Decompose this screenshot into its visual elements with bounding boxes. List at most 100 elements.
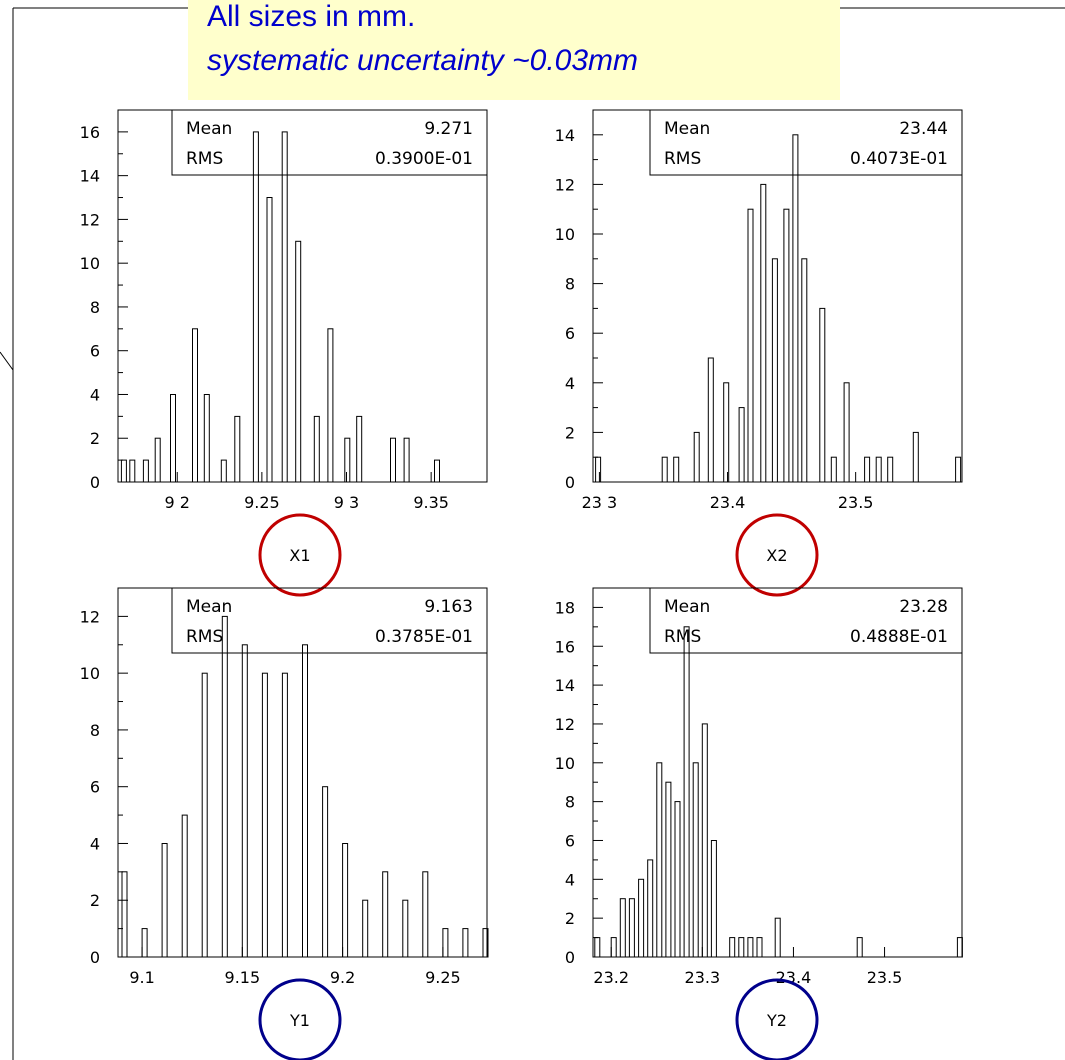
y-tick-label: 0 [90, 473, 100, 492]
stats-box [649, 109, 963, 176]
histogram-bar [266, 197, 273, 483]
histogram-bar [747, 208, 754, 483]
y-tick-label: 4 [565, 374, 575, 393]
label-circle [258, 513, 342, 597]
histogram-bar [801, 258, 808, 483]
y-tick-label: 12 [80, 607, 100, 626]
y-tick-label: 12 [555, 715, 575, 734]
y-tick-label: 8 [90, 721, 100, 740]
stats-mean-label: Mean [186, 119, 232, 139]
histogram-label: Y2 [766, 1011, 787, 1030]
x-tick-label: 9.1 [129, 968, 154, 987]
x-tick-label: 9.15 [225, 968, 261, 987]
histogram-bar [856, 937, 863, 958]
histogram-label: X1 [289, 546, 310, 565]
histogram-bar [771, 258, 778, 483]
histogram-bar [342, 843, 349, 958]
stats-rms-label: RMS [186, 627, 223, 647]
histogram-bar [955, 456, 962, 483]
histogram-bar [170, 394, 176, 483]
histogram-bar [819, 307, 826, 483]
histogram-bar [628, 898, 635, 958]
label-circle [735, 978, 819, 1060]
stats-mean-value: 23.44 [899, 119, 948, 139]
stats-box [649, 587, 963, 654]
histogram-bar [638, 878, 645, 958]
histogram-bar [693, 431, 700, 483]
histogram-bar [390, 437, 396, 483]
y-tick-label: 8 [565, 275, 575, 294]
histogram-bar [665, 781, 672, 958]
histogram-bar [683, 626, 690, 958]
y-tick-label: 2 [565, 909, 575, 928]
histogram-bar [792, 134, 799, 483]
y-tick-label: 12 [555, 175, 575, 194]
y-tick-label: 2 [90, 891, 100, 910]
stats-rms-label: RMS [664, 627, 701, 647]
y-tick-label: 10 [555, 754, 575, 773]
stats-rms-label: RMS [664, 149, 701, 169]
histogram-bar [738, 407, 745, 483]
y-tick-label: 0 [565, 948, 575, 967]
histogram-bar [875, 456, 882, 483]
x-tick-label: 23 3 [582, 493, 618, 512]
y-tick-label: 6 [90, 778, 100, 797]
stats-rms-label: RMS [186, 149, 223, 169]
stats-mean-label: Mean [664, 119, 710, 139]
y-tick-label: 8 [90, 298, 100, 317]
histogram-bar [313, 415, 320, 483]
stats-rms-value: 0.4888E-01 [850, 627, 948, 647]
y-tick-label: 10 [80, 254, 100, 273]
label-circle [258, 978, 342, 1060]
stats-mean-label: Mean [664, 597, 710, 617]
histogram-bar [843, 382, 850, 483]
y-tick-label: 10 [80, 664, 100, 683]
x-tick-label: 23.2 [593, 968, 629, 987]
histogram-bar [220, 459, 227, 483]
stats-mean-value: 23.28 [899, 597, 948, 617]
histogram-bar [422, 871, 429, 958]
x-tick-label: 23.4 [710, 493, 746, 512]
histogram-bar [912, 431, 919, 483]
histogram-bar [661, 456, 668, 483]
histogram-bar [120, 459, 127, 483]
y-tick-label: 14 [555, 126, 575, 145]
histogram-bar [141, 928, 148, 958]
histogram-bar [610, 937, 617, 958]
histogram-bar [738, 937, 745, 958]
y-tick-label: 14 [555, 676, 575, 695]
y-tick-label: 12 [80, 210, 100, 229]
y-tick-label: 6 [565, 324, 575, 343]
histogram-bar [322, 786, 329, 958]
y-tick-label: 16 [555, 637, 575, 656]
histogram-y1: 0 2 4 6 8 10 12 9.1 9.15 9.2 9.25 Mean 9.163 RMS 0.378… [80, 587, 489, 1060]
x-tick-label: 9.25 [244, 493, 280, 512]
x-tick-label: 9.25 [425, 968, 461, 987]
histogram-bar [362, 899, 369, 958]
y-tick-label: 10 [555, 225, 575, 244]
histogram-bar [692, 762, 699, 958]
histogram-bar [154, 437, 161, 483]
histogram-label: X2 [766, 546, 787, 565]
histogram-bar [647, 859, 654, 958]
y-tick-label: 4 [90, 385, 100, 404]
histogram-bar [382, 871, 389, 958]
histogram-bar [203, 394, 210, 483]
y-tick-label: 0 [565, 473, 575, 492]
histogram-bar [673, 456, 680, 483]
histogram-bar [192, 328, 198, 483]
histogram-bar [161, 843, 168, 958]
note-box [188, 0, 840, 100]
histogram-bar [181, 814, 188, 958]
histogram-bar [774, 917, 781, 958]
histogram-bar [830, 456, 837, 483]
histogram-x1: 0 2 4 6 8 10 12 14 16 9 2 9.25 9 3 9.35 Mean 9.271 RMS 0… [80, 109, 488, 597]
x-tick-label: 23.5 [838, 493, 874, 512]
y-tick-label: 18 [555, 598, 575, 617]
histogram-bar [201, 672, 208, 958]
histogram-bar [241, 644, 248, 958]
histogram-bar [344, 437, 351, 483]
histogram-bar [701, 723, 708, 958]
